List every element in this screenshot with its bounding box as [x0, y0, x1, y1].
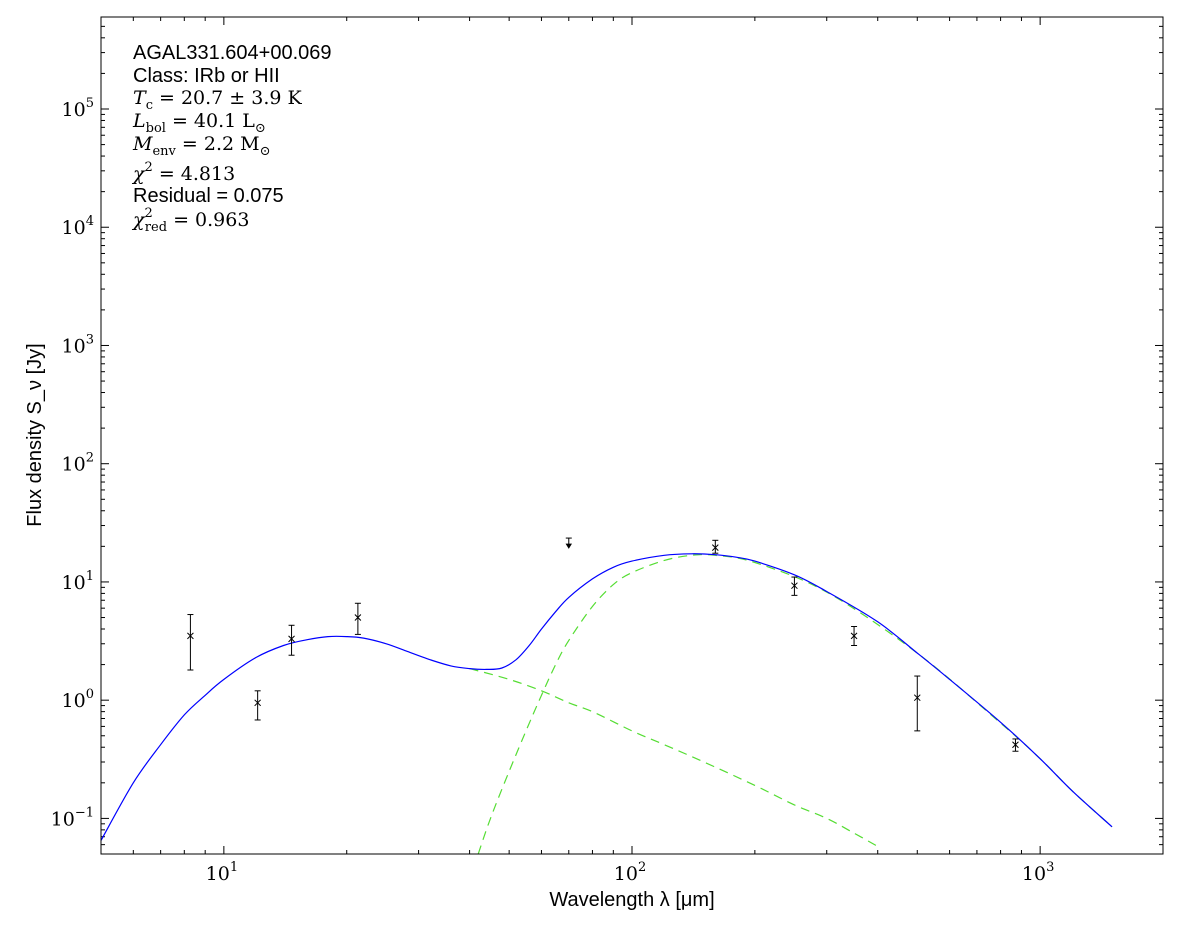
- point-marker: [187, 632, 194, 640]
- data-point: [850, 625, 858, 647]
- major-ticks: [101, 17, 1163, 854]
- point-marker: [913, 694, 921, 702]
- point-marker: [354, 614, 362, 621]
- lbol-label: Lbol = 40.1 L⊙: [132, 110, 266, 136]
- plot-frame: [100, 16, 1164, 855]
- data-point: [711, 539, 719, 554]
- chi2-label: χ2 = 4.813: [131, 160, 235, 185]
- point-marker: [711, 544, 719, 552]
- data-point: [354, 602, 362, 635]
- tick-labels: 101 102 103 10−1 100 101 102 103 104 105: [51, 96, 1055, 885]
- residual-label: Residual = 0.075: [133, 185, 284, 207]
- data-point: [1012, 738, 1019, 752]
- cold-component-curve: [477, 553, 1113, 854]
- upper-limit: [565, 537, 573, 549]
- y-tick-label: 104: [62, 214, 94, 239]
- point-marker: [288, 635, 295, 643]
- x-tick-label: 102: [614, 860, 646, 885]
- menv-label: Menv = 2.2 M⊙: [132, 133, 271, 159]
- source-name-label: AGAL331.604+00.069: [133, 42, 332, 64]
- y-axis-title: Flux density S_ν [Jy]: [24, 343, 46, 526]
- data-points: [187, 537, 1019, 752]
- annotation-block: AGAL331.604+00.069 Class: IRb or HII Tc …: [131, 42, 332, 235]
- x-tick-label: 103: [1022, 860, 1054, 885]
- minor-ticks: [101, 17, 1163, 854]
- warm-component-curve: [469, 668, 878, 847]
- point-marker: [254, 699, 262, 707]
- upper-limit-arrow: [565, 543, 573, 549]
- y-tick-label: 100: [62, 687, 94, 712]
- y-tick-label: 101: [62, 569, 94, 594]
- y-tick-label: 102: [62, 451, 94, 476]
- data-point: [187, 614, 194, 671]
- data-point: [791, 576, 798, 596]
- point-marker: [1012, 741, 1019, 749]
- class-label: Class: IRb or HII: [133, 65, 280, 87]
- tc-label: Tc = 20.7 ± 3.9 K: [133, 87, 303, 113]
- model-curves: [101, 553, 1113, 854]
- data-point: [254, 690, 262, 721]
- total-fit-curve: [101, 553, 1113, 841]
- chi2-red-label: χ2 red = 0.963: [131, 206, 249, 235]
- data-point: [288, 624, 295, 656]
- x-tick-label: 101: [206, 860, 238, 885]
- y-tick-label: 105: [62, 96, 94, 121]
- y-tick-label: 103: [62, 332, 94, 357]
- point-marker: [850, 632, 858, 640]
- y-tick-label: 10−1: [51, 805, 94, 830]
- point-marker: [791, 582, 798, 590]
- x-axis-title: Wavelength λ [μm]: [549, 889, 714, 911]
- data-point: [913, 675, 921, 732]
